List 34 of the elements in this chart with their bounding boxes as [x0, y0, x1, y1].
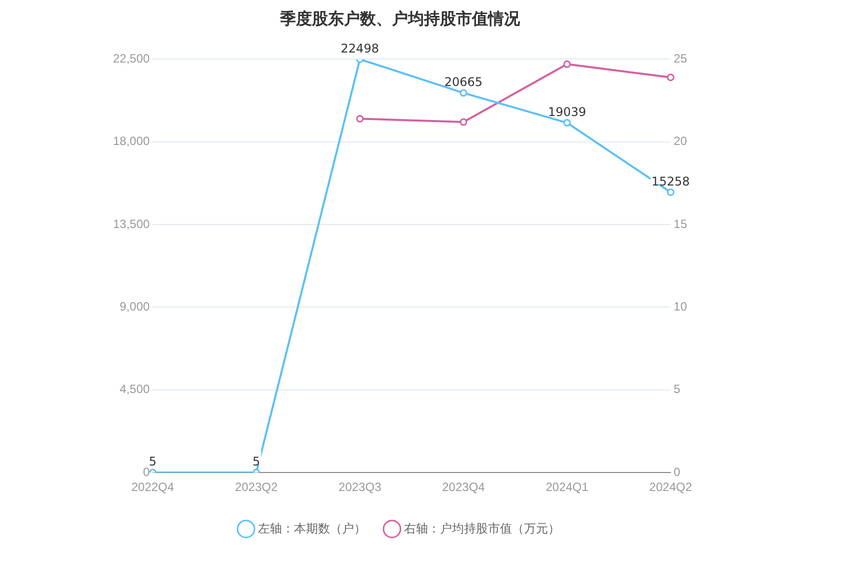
y2-tick-label: 20: [674, 134, 688, 148]
x-tick-label: 2023Q3: [338, 480, 382, 494]
point: [460, 118, 468, 126]
legend-label: 左轴：本期数（户）: [258, 521, 366, 536]
y2-tick-label: 25: [674, 52, 688, 66]
data-label: 19039: [548, 104, 586, 119]
point: [460, 89, 468, 97]
y-tick-label: 18,000: [113, 134, 150, 148]
y2-tick-label: 15: [674, 216, 688, 231]
point: [666, 74, 674, 82]
x-tick-label: 2024Q2: [649, 480, 692, 494]
y-tick-label: 9,000: [120, 300, 150, 314]
y2-tick-label: 5: [674, 382, 681, 396]
y-tick-label: 4,500: [120, 382, 150, 396]
data-label: 20665: [444, 75, 483, 90]
x-tick-label: 2022Q4: [131, 480, 174, 494]
data-label: 5: [252, 454, 260, 469]
y2-tick-label: 0: [674, 464, 681, 479]
point: [563, 60, 571, 68]
y-tick-label: 22,500: [113, 52, 150, 66]
data-label: 22498: [340, 41, 379, 56]
point: [356, 114, 364, 122]
point: [563, 119, 571, 127]
y-tick-label: 0: [143, 464, 150, 479]
y-tick-label: 13,500: [113, 216, 150, 231]
data-label: 15258: [652, 174, 690, 188]
point: [666, 188, 674, 196]
x-tick-label: 2023Q4: [442, 480, 486, 494]
chart-title: 季度股东户数、户均持股市值情况: [279, 9, 521, 28]
data-label: 5: [148, 454, 157, 469]
x-tick-label: 2024Q1: [546, 480, 589, 494]
legend-label: 右轴：户均持股市值（万元）: [404, 521, 560, 536]
y2-tick-label: 10: [674, 300, 688, 314]
x-tick-label: 2023Q2: [234, 480, 278, 494]
